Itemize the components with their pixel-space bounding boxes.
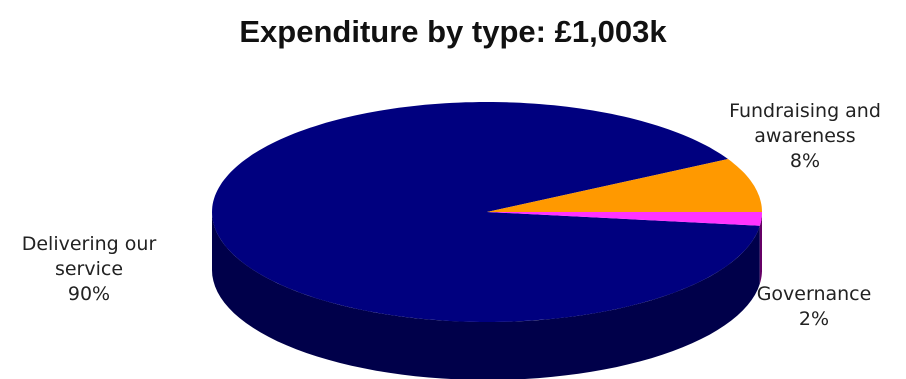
slice-label-fundraising: Fundraising and awareness 8%: [729, 100, 881, 172]
slice-fundraising: [487, 159, 762, 212]
slice-delivering: [212, 102, 760, 322]
pie-tops: [212, 102, 762, 322]
slice-governance-side: [759, 212, 762, 284]
pie-sides: [212, 212, 762, 379]
slice-delivering-side: [212, 212, 760, 379]
slice-label-delivering: Delivering our service 90%: [21, 233, 157, 305]
slice-label-governance: Governance 2%: [756, 283, 872, 330]
chart-title: Expenditure by type: £1,003k: [239, 14, 667, 49]
slice-governance: [487, 212, 762, 226]
